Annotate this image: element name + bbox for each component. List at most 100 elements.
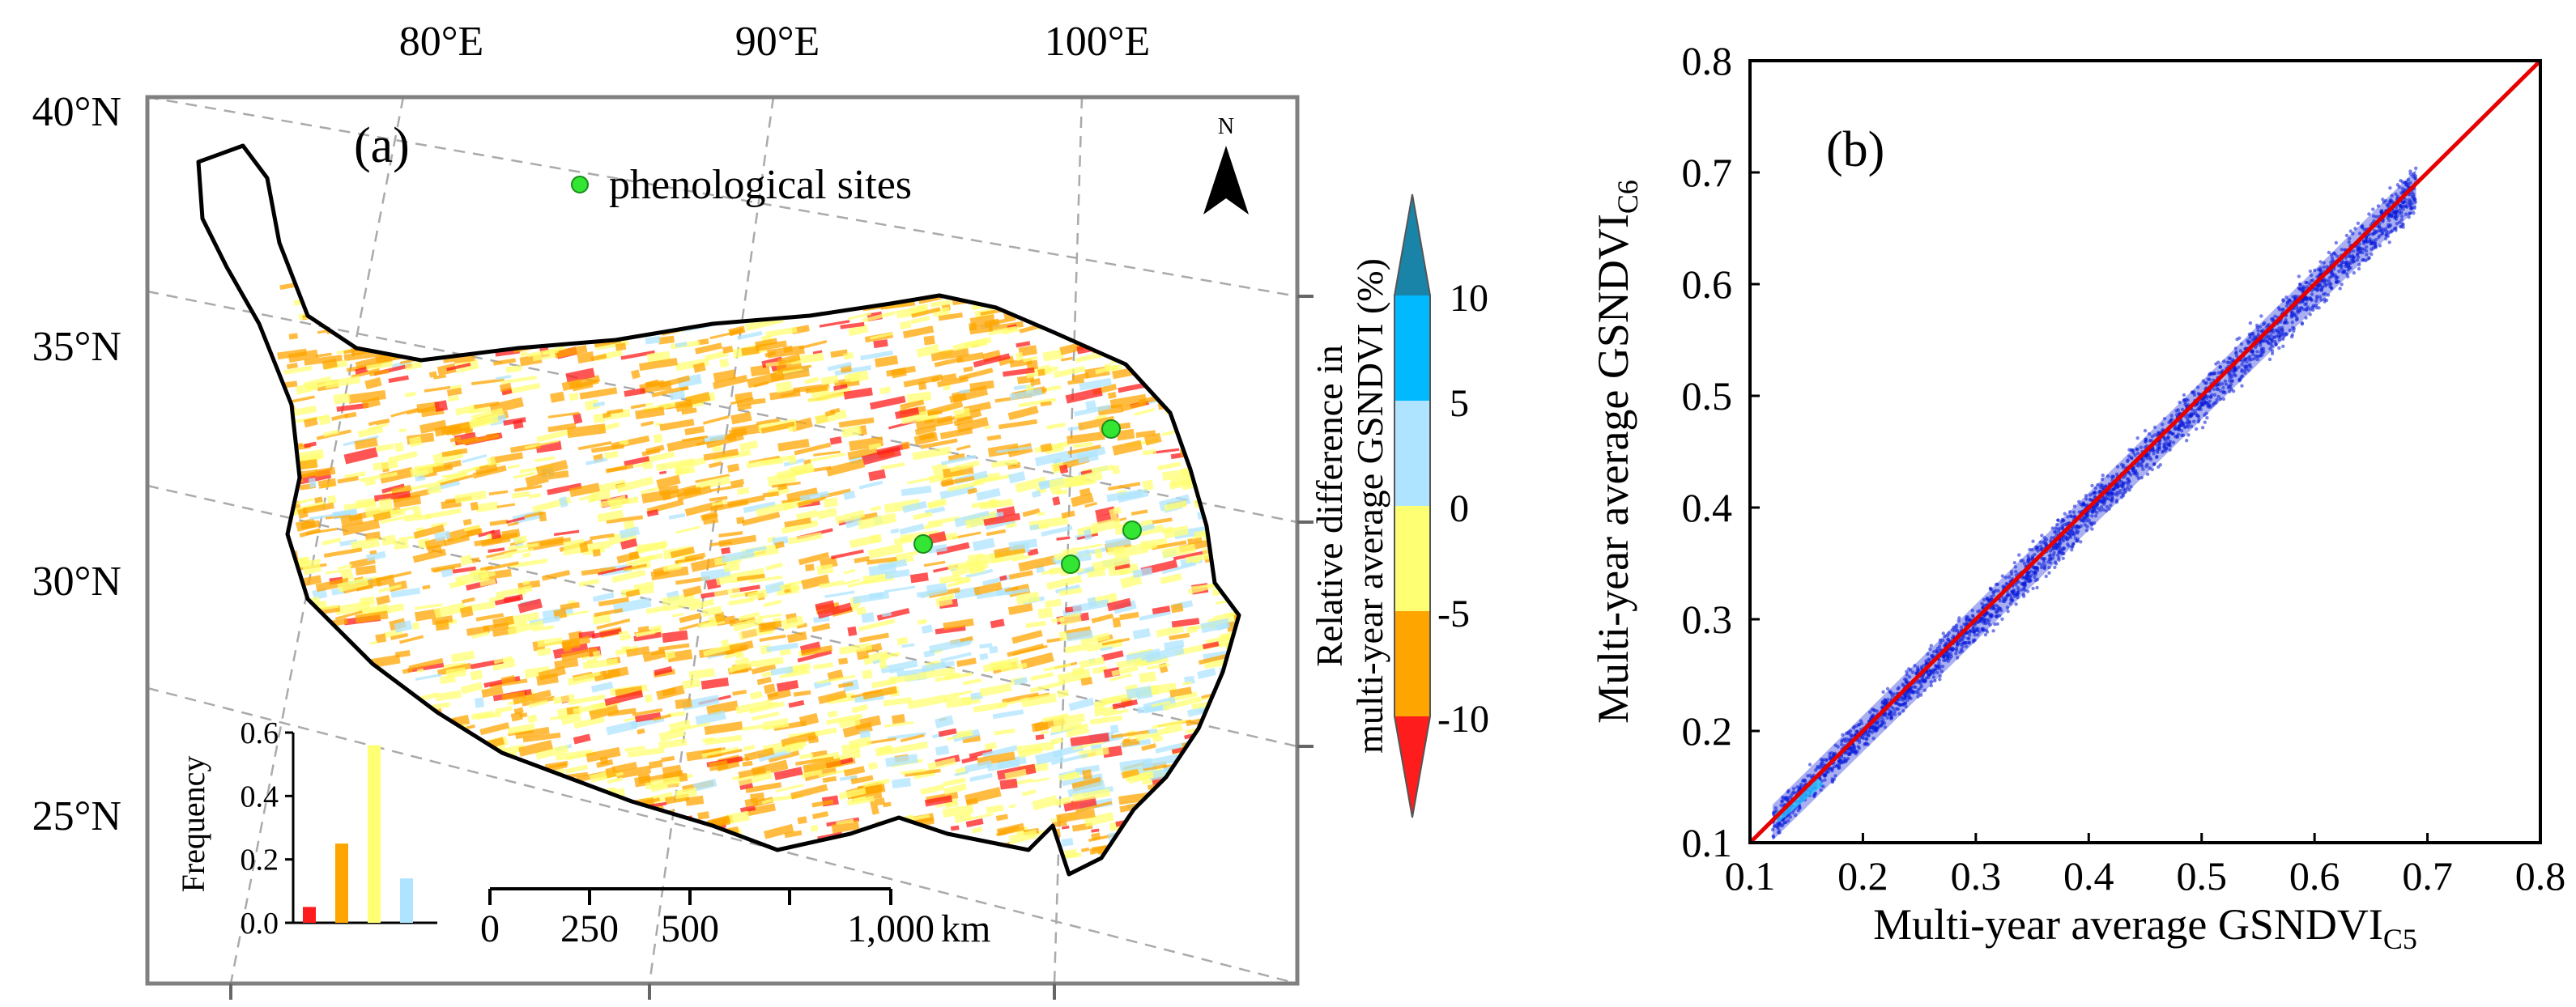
vegetation-patch — [996, 446, 1033, 453]
scatter-point — [2220, 381, 2225, 386]
vegetation-patch — [1232, 340, 1239, 350]
vegetation-patch — [726, 463, 740, 473]
vegetation-patch — [404, 391, 416, 397]
vegetation-patch — [1139, 277, 1155, 287]
graticule-parallel — [147, 290, 1297, 524]
vegetation-patch — [770, 666, 794, 676]
vegetation-patch — [390, 632, 409, 640]
graticule-meridian — [229, 97, 405, 984]
vegetation-patch — [1067, 431, 1105, 444]
vegetation-patch — [834, 509, 866, 525]
scatter-point — [2207, 403, 2211, 407]
vegetation-patch — [607, 777, 623, 784]
vegetation-patch — [1233, 396, 1239, 412]
vegetation-patch — [867, 762, 879, 771]
scatter-point — [2073, 536, 2078, 541]
vegetation-difference-field — [275, 267, 1258, 867]
vegetation-patch — [298, 808, 320, 820]
vegetation-patch — [952, 337, 992, 351]
vegetation-patch — [1132, 301, 1146, 310]
scatter-point — [1991, 629, 1995, 633]
scatter-point — [2270, 349, 2275, 353]
vegetation-patch — [801, 574, 830, 590]
vegetation-patch — [1247, 772, 1258, 778]
scatter-point — [2070, 545, 2074, 549]
vegetation-patch — [923, 649, 935, 658]
scatter-point — [1982, 597, 1986, 602]
vegetation-patch — [583, 856, 595, 866]
vegetation-patch — [381, 299, 404, 311]
scatter-point — [1852, 747, 1857, 751]
vegetation-patch — [1015, 591, 1041, 605]
scatter-point — [2229, 382, 2233, 387]
vegetation-patch — [513, 535, 528, 545]
vegetation-patch — [688, 598, 715, 611]
vegetation-patch — [407, 334, 416, 339]
vegetation-patch — [365, 550, 386, 562]
vegetation-patch — [1113, 542, 1149, 559]
vegetation-patch — [1232, 690, 1239, 703]
vegetation-patch — [283, 365, 313, 375]
vegetation-patch — [645, 605, 668, 614]
vegetation-patch — [603, 312, 637, 327]
scatter-point — [2306, 305, 2310, 309]
vegetation-patch — [1169, 632, 1190, 641]
scatter-point — [2140, 464, 2144, 469]
vegetation-patch — [1004, 586, 1019, 593]
scatter-point — [2178, 400, 2182, 405]
scatter-point — [1939, 669, 1944, 673]
scatter-point — [2097, 506, 2101, 511]
vegetation-patch — [945, 696, 972, 708]
vegetation-patch — [352, 801, 361, 809]
vegetation-patch — [316, 733, 326, 742]
vegetation-patch — [432, 843, 442, 851]
vegetation-patch — [1182, 681, 1192, 686]
vegetation-patch — [1043, 366, 1058, 374]
scatter-point — [2042, 536, 2047, 540]
scatter-point — [2355, 257, 2360, 262]
vegetation-patch — [567, 423, 607, 439]
scatter-point — [1940, 665, 1945, 669]
colorbar-class-5-10 — [1394, 295, 1430, 401]
vegetation-patch — [1075, 764, 1101, 775]
vegetation-patch — [754, 656, 784, 668]
vegetation-patch — [685, 391, 711, 406]
vegetation-patch — [479, 577, 496, 587]
scatter-point — [2056, 518, 2060, 522]
vegetation-patch — [396, 282, 432, 293]
vegetation-patch — [713, 841, 739, 852]
vegetation-patch — [1104, 363, 1113, 371]
vegetation-patch — [891, 367, 907, 379]
vegetation-patch — [1141, 743, 1156, 751]
vegetation-patch — [343, 707, 361, 717]
vegetation-patch — [646, 351, 660, 363]
vegetation-patch — [1143, 432, 1162, 446]
vegetation-patch — [767, 692, 779, 699]
scatter-point — [2351, 232, 2355, 236]
vegetation-patch — [899, 523, 925, 535]
vegetation-patch — [1205, 395, 1239, 410]
vegetation-patch — [611, 762, 637, 773]
scatter-point — [2008, 601, 2012, 605]
scatter-point — [1818, 766, 1822, 770]
vegetation-patch — [1080, 469, 1092, 476]
vegetation-patch — [959, 389, 971, 394]
vegetation-patch — [702, 294, 723, 307]
vegetation-patch — [433, 601, 466, 618]
vegetation-patch — [335, 601, 371, 616]
vegetation-patch — [448, 322, 472, 329]
vegetation-patch — [590, 353, 607, 362]
vegetation-patch — [1131, 286, 1155, 297]
vegetation-patch — [651, 385, 688, 397]
scatter-point — [1880, 699, 1885, 703]
vegetation-patch — [545, 274, 560, 287]
vegetation-patch — [1142, 448, 1157, 456]
vegetation-patch — [709, 495, 728, 502]
colorbar-tick-neg10: -10 — [1437, 698, 1489, 741]
vegetation-patch — [764, 580, 786, 594]
vegetation-patch — [1198, 484, 1226, 493]
vegetation-patch — [697, 338, 709, 346]
scatter-point — [1956, 618, 1961, 623]
scatter-point — [2369, 253, 2374, 257]
vegetation-patch — [848, 287, 866, 296]
